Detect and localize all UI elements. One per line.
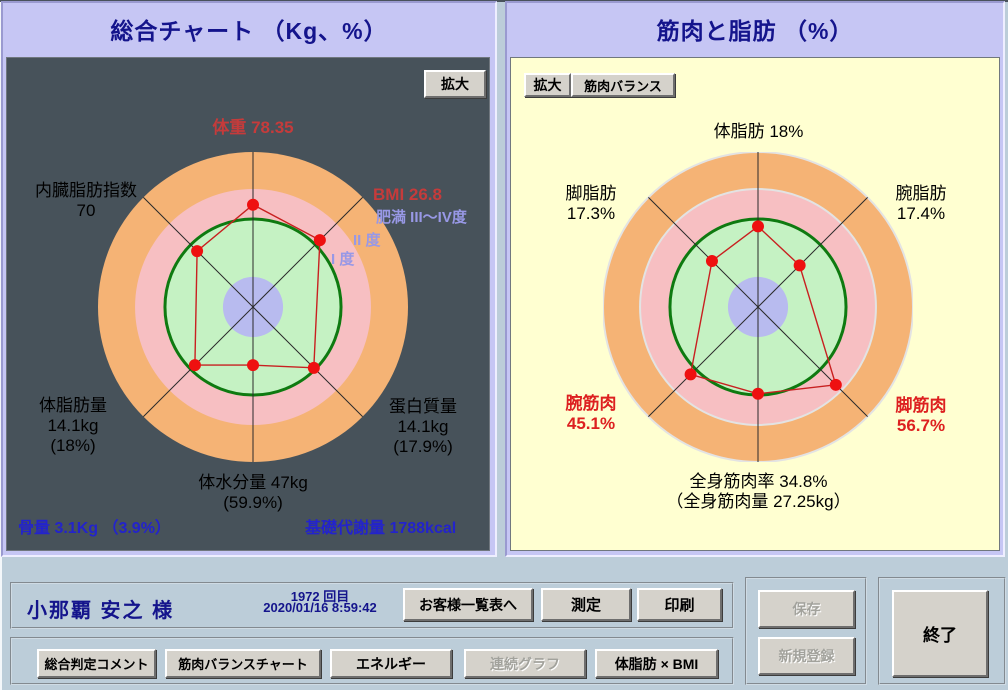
chart-menu-group: [10, 637, 734, 685]
muscle-fat-radar-chart: [602, 151, 914, 463]
measure-button[interactable]: 測定: [541, 588, 631, 621]
measurement-datetime: 2020/01/16 8:59:42: [263, 600, 377, 615]
leg-muscle-label: 脚筋肉 56.7%: [895, 396, 947, 435]
overall-comment-button[interactable]: 総合判定コメント: [37, 649, 156, 678]
body-water-label: 体水分量 47kg (59.9%): [198, 473, 308, 512]
save-button: 保存: [758, 590, 855, 628]
exit-button[interactable]: 終了: [892, 590, 988, 677]
session-count: 1972 回目: [290, 589, 350, 604]
protein-label: 蛋白質量 14.1kg (17.9%): [389, 397, 457, 456]
arm-muscle-label: 腕筋肉 45.1%: [565, 394, 617, 433]
leg-fat-label: 脚脂肪 17.3%: [565, 184, 617, 223]
energy-button[interactable]: エネルギー: [330, 649, 452, 678]
visceral-fat-label: 内臓脂肪指数 70: [35, 181, 137, 220]
customer-list-button[interactable]: お客様一覧表へ: [403, 588, 533, 621]
grade1-label: I 度: [331, 251, 355, 268]
continuous-graph-button: 連続グラフ: [464, 649, 586, 678]
body-fat-top-label: 体脂肪 18%: [713, 122, 804, 141]
exit-group: [878, 577, 1006, 685]
print-button[interactable]: 印刷: [637, 588, 722, 621]
weight-label: 体重 78.35: [212, 118, 294, 137]
grade2-label: II 度: [353, 232, 381, 249]
overall-radar-chart: [98, 152, 408, 462]
obesity-grade-label: 肥満 III～IV度: [376, 209, 467, 226]
body-fat-label: 体脂肪量 14.1kg (18%): [39, 396, 107, 455]
zoom-button-left[interactable]: 拡大: [424, 70, 486, 98]
arm-fat-label: 腕脂肪 17.4%: [895, 184, 947, 223]
customer-info-group: [10, 582, 734, 629]
bmi-label: BMI 26.8: [373, 185, 442, 204]
muscle-fat-canvas: 拡大 筋肉バランス 体脂肪 18% 脚脂肪 17.3% 腕脂肪 17.4% 腕筋…: [510, 57, 1000, 551]
zoom-button-right[interactable]: 拡大: [524, 73, 571, 97]
bone-mass-label: 骨量 3.1Kg （3.9%）: [18, 520, 171, 537]
save-group: [745, 577, 867, 685]
muscle-fat-panel: 筋肉と脂肪 （%） 拡大 筋肉バランス 体脂肪 18% 脚脂肪 17.3% 腕脂…: [505, 1, 1005, 557]
customer-name: 小那覇 安之 様: [27, 600, 175, 622]
overall-chart-title: 総合チャート （Kg、%）: [110, 18, 388, 44]
muscle-balance-button[interactable]: 筋肉バランス: [571, 73, 675, 97]
whole-body-muscle-label: 全身筋肉率 34.8% （全身筋肉量 27.25kg）: [666, 472, 851, 511]
overall-chart-panel: 総合チャート （Kg、%） 拡大 体重 78.35 内臓脂肪指数 70 BMI …: [1, 1, 497, 557]
overall-chart-canvas: 拡大 体重 78.35 内臓脂肪指数 70 BMI 26.8 肥満 III～IV…: [6, 57, 490, 551]
new-registration-button: 新規登録: [758, 637, 855, 675]
bmr-label: 基礎代謝量 1788kcal: [305, 520, 457, 537]
muscle-fat-title: 筋肉と脂肪 （%）: [656, 18, 854, 44]
bodyfat-bmi-button[interactable]: 体脂肪 × BMI: [595, 649, 718, 678]
muscle-balance-chart-button[interactable]: 筋肉バランスチャート: [165, 649, 321, 678]
